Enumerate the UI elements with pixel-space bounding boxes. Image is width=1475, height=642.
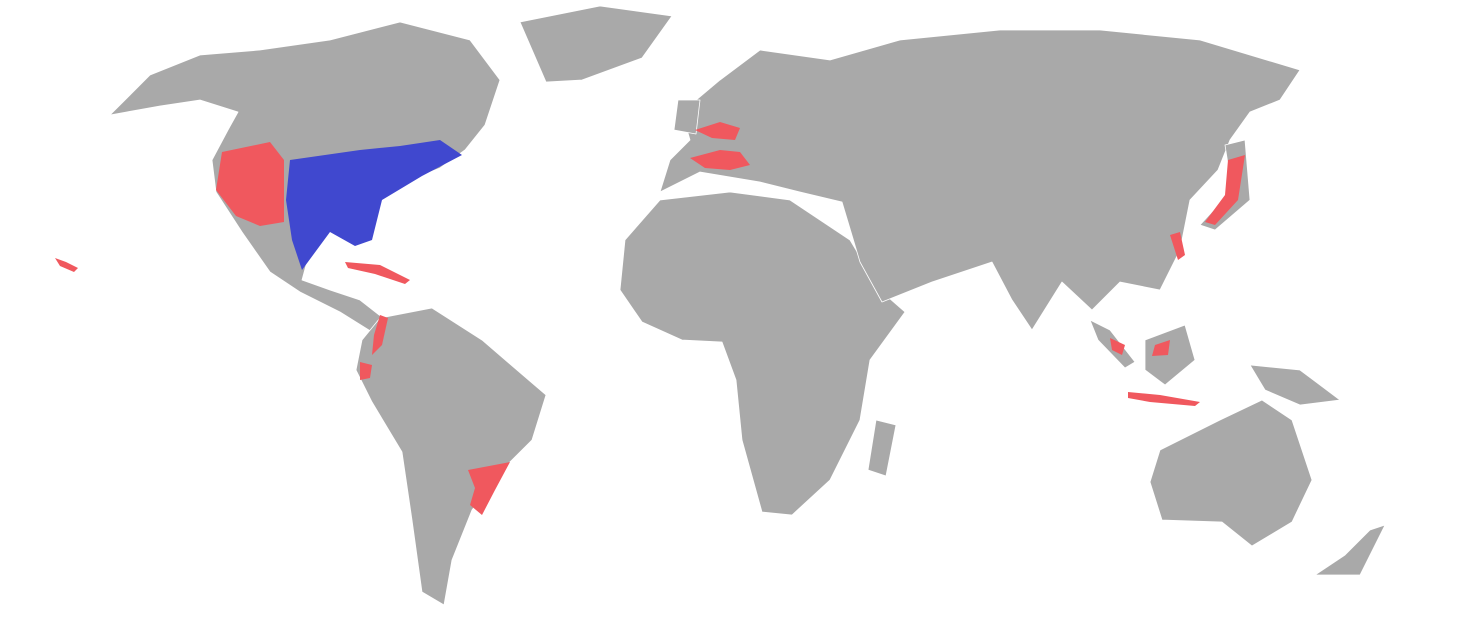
introduced-range-southern-brazil [468,462,510,515]
introduced-range-ecuador [360,362,372,380]
new-guinea [1249,364,1341,406]
introduced-range-andes [372,315,388,355]
africa [619,191,906,516]
introduced-range-malaysia [1110,338,1125,355]
introduced-range-southern-europe [690,150,750,170]
eurasia [659,29,1301,331]
introduced-range-borneo [1152,340,1170,356]
introduced-range-java [1128,392,1200,406]
introduced-range-western-europe [695,122,740,140]
great-britain [673,99,701,135]
introduced-range-cuba [345,262,410,284]
south-america [355,307,547,606]
greenland [519,5,673,83]
introduced-range-east-china [1170,232,1185,260]
new-zealand [1314,524,1386,576]
introduced-range-hawaii [55,258,78,272]
borneo [1144,324,1196,386]
native-range-eastern-north-america [286,140,462,270]
introduced-range-japan [1205,155,1245,225]
australia [1149,399,1313,547]
native-range-layer [286,140,462,270]
madagascar [867,419,897,477]
introduced-range-layer [55,122,1245,515]
introduced-range-western-us [216,142,284,226]
